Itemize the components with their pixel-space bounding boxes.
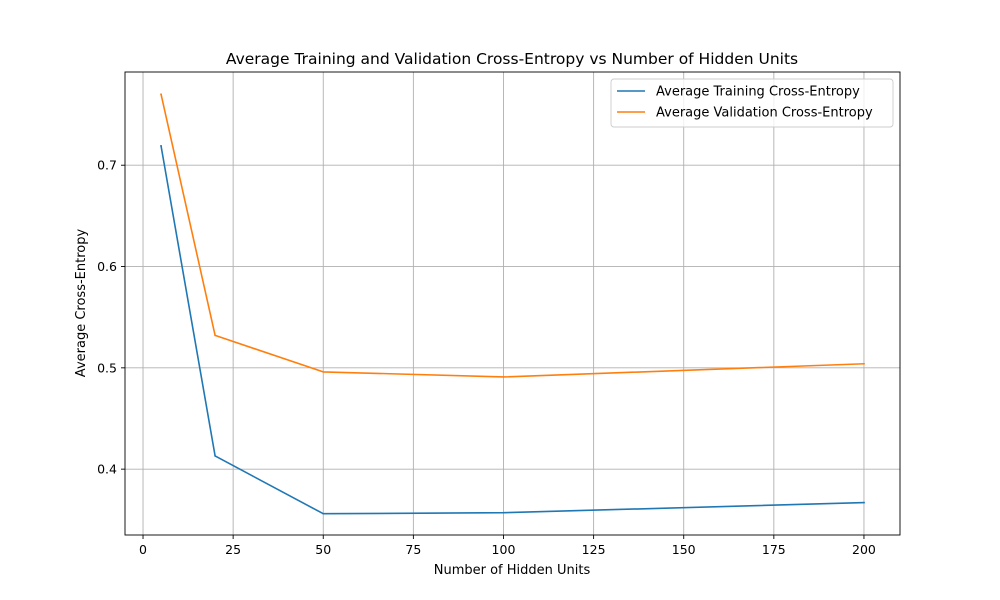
y-tick-label: 0.7: [97, 158, 117, 173]
y-tick-label: 0.6: [97, 259, 117, 274]
x-tick-label: 75: [405, 542, 421, 557]
data-point: [863, 501, 865, 504]
x-tick-label: 150: [672, 542, 696, 557]
series-line-validation: [160, 93, 865, 378]
x-tick-label: 0: [139, 542, 147, 557]
x-tick-label: 125: [582, 542, 606, 557]
x-axis: 0 25 50 75 100 125 150 175 200: [139, 535, 876, 557]
data-point: [502, 376, 505, 378]
x-axis-label: Number of Hidden Units: [434, 563, 591, 578]
legend: Average Training Cross-Entropy Average Va…: [610, 78, 894, 128]
data-point: [214, 455, 216, 457]
legend-label: Average Training Cross-Entropy: [656, 85, 860, 100]
data-point: [160, 93, 162, 96]
series-layer: [160, 93, 865, 515]
x-tick-label: 50: [315, 542, 331, 557]
y-tick-label: 0.5: [97, 360, 117, 375]
chart-title: Average Training and Validation Cross-En…: [226, 50, 798, 68]
x-tick-label: 175: [762, 542, 786, 557]
x-tick-label: 100: [492, 542, 516, 557]
data-point: [863, 362, 865, 365]
plot-frame: [124, 71, 901, 536]
data-point: [322, 512, 325, 515]
x-tick-label: 25: [225, 542, 241, 557]
grid: [125, 72, 900, 535]
y-tick-label: 0.4: [97, 462, 117, 477]
y-axis-label: Average Cross-Entropy: [74, 229, 89, 378]
data-point: [214, 334, 216, 337]
data-point: [322, 371, 325, 373]
y-axis: 0.4 0.5 0.6 0.7: [97, 158, 125, 477]
series-line-training: [160, 145, 865, 515]
data-point: [502, 511, 505, 514]
legend-frame: [610, 78, 894, 128]
legend-label: Average Validation Cross-Entropy: [656, 106, 873, 121]
x-tick-label: 200: [852, 542, 876, 557]
data-point: [160, 145, 162, 147]
